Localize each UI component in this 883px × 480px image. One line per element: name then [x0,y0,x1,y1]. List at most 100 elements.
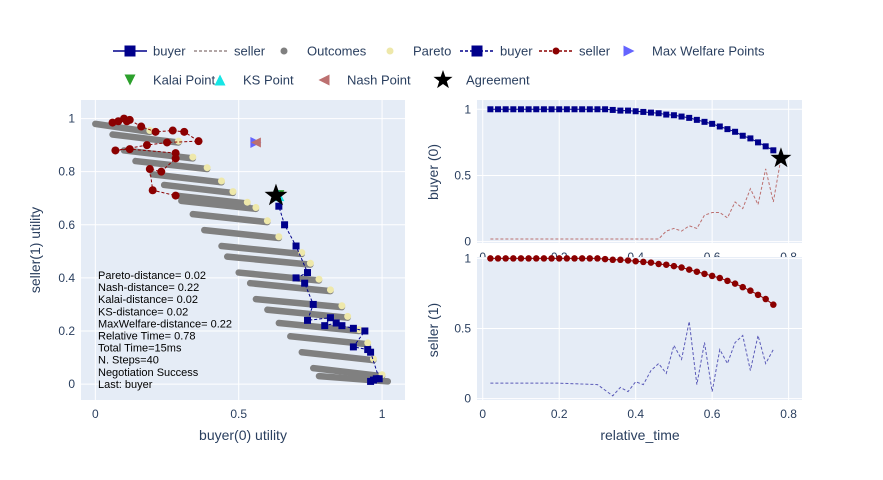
seller-time-point-28 [701,270,708,278]
legend-item-row2-2[interactable]: Nash Point [318,73,411,88]
buyer-offer-16 [292,274,300,282]
pareto-point-6 [243,198,251,206]
y-tick-label-0: 0 [464,235,471,249]
seller-time-seller-trace [487,255,777,308]
seller-time-point-29 [708,272,716,280]
utility-y-axis-title: seller(1) utility [27,207,43,293]
buyer-time-point-18 [625,107,632,114]
outcome-band-4 [149,171,225,186]
legend-item-row1-5[interactable]: seller [539,44,611,59]
legend-item-row1-2[interactable]: Outcomes [280,44,367,59]
info-line-3: KS-distance= 0.02 [98,306,188,318]
seller-time-chart[interactable]: 0 0.2 0.4 0.6 0.8 0 0.5 1 relative_time seller … [425,251,802,443]
pareto-point-3 [203,164,211,172]
buyer-time-point-30 [716,123,723,130]
buyer-offer-19 [281,221,289,229]
legend-item-row1-4[interactable]: buyer [460,44,533,59]
buyer-time-seller-trace [490,158,782,240]
pareto-point-13 [326,286,334,294]
buyer-time-point-35 [755,139,762,146]
legend-label: Outcomes [307,44,367,59]
buyer-time-point-34 [747,135,754,142]
legend-row-1: buyer seller Outcomes Pareto buyer seller Max … [113,44,765,59]
buyer-time-point-1 [495,106,502,113]
y-tick-label-2: 1 [464,251,471,265]
buyer-time-plot-background [477,100,802,243]
info-line-4: MaxWelfare-distance= 0.22 [98,318,232,330]
legend-item-row2-3[interactable]: Agreement [433,70,530,89]
legend-marker-swatch [433,70,453,89]
buyer-offer-5 [364,346,372,354]
buyer-offer-9 [338,322,346,330]
seller-time-point-6 [533,255,540,262]
legend-item-row2-1[interactable]: KS Point [214,73,294,88]
buyer-time-point-16 [609,106,616,113]
legend[interactable]: buyer seller Outcomes Pareto buyer seller Max … [113,44,765,89]
legend-item-row2-0[interactable]: Kalai Point [124,73,216,88]
y-tick-label-2: 0.4 [58,271,75,285]
legend-marker-swatch [318,74,330,86]
seller-offer-18 [148,186,157,195]
seller-time-point-37 [770,301,777,308]
seller-offer-17 [145,165,154,174]
pareto-point-11 [306,259,314,267]
legend-item-row1-1[interactable]: seller [194,44,266,59]
seller-time-point-31 [724,277,731,285]
outcome-band-11 [223,253,314,268]
legend-marker-swatch [552,47,560,55]
pareto-point-15 [344,312,352,320]
legend-label: Pareto [413,44,451,59]
pareto-point-14 [338,302,346,310]
seller-offer-5 [137,122,146,131]
seller-time-tick-labels: 0 0.2 0.4 0.6 0.8 0 0.5 1 [454,251,797,421]
pareto-point-5 [229,188,237,196]
seller-time-point-16 [609,256,616,264]
seller-time-point-8 [548,255,555,262]
seller-time-point-12 [578,255,586,262]
info-line-5: Relative Time= 0.78 [98,331,196,343]
buyer-offer-11 [321,322,329,330]
outcome-band-10 [218,242,306,258]
outcome-band-7 [178,197,260,213]
seller-offer-15 [171,154,180,163]
legend-item-row1-0[interactable]: buyer [113,44,186,59]
buyer-offer-6 [349,343,357,351]
seller-time-point-2 [502,255,509,262]
legend-marker-swatch [623,45,635,57]
legend-marker-swatch [124,74,136,86]
seller-time-point-32 [731,280,739,287]
buyer-time-point-7 [540,106,547,113]
outcome-band-6 [172,192,251,207]
buyer-offer-10 [332,319,340,327]
y-tick-label-0: 0 [68,377,75,391]
x-tick-label-0: 0 [92,407,99,421]
buyer-time-point-25 [678,113,685,120]
utility-space-chart[interactable]: 0 0.5 1 0 0.2 0.4 0.6 0.8 1 buyer(0) utility sel… [27,100,405,443]
y-tick-label-1: 0.2 [58,324,75,338]
buyer-offer-8 [349,324,357,332]
legend-item-row1-6[interactable]: Max Welfare Points [623,44,765,59]
info-line-7: N. Steps=40 [98,355,159,367]
buyer-time-point-32 [732,128,739,135]
seller-offer-16 [157,167,166,176]
seller-time-point-33 [739,283,746,291]
seller-offer-12 [111,146,120,155]
seller-time-point-23 [663,261,670,268]
buyer-time-chart[interactable]: 00.20.40.60.800.51 buyer (0) [425,100,802,264]
buyer-offer-3 [375,375,383,383]
seller-time-point-21 [647,259,655,266]
seller-time-point-10 [563,255,571,262]
buyer-time-point-24 [670,112,677,119]
seller-time-point-4 [517,255,525,262]
x-tick-label-4: 0.8 [780,407,797,421]
legend-label: Max Welfare Points [652,44,765,59]
info-line-0: Pareto-distance= 0.02 [98,270,206,282]
legend-item-row1-3[interactable]: Pareto [386,44,452,59]
buyer-offer-7 [361,327,369,335]
pareto-point-4 [217,177,225,185]
legend-marker-swatch [471,45,483,57]
x-tick-label-1: 0.5 [230,407,247,421]
y-tick-label-3: 0.6 [58,218,75,232]
seller-time-point-17 [617,256,624,264]
